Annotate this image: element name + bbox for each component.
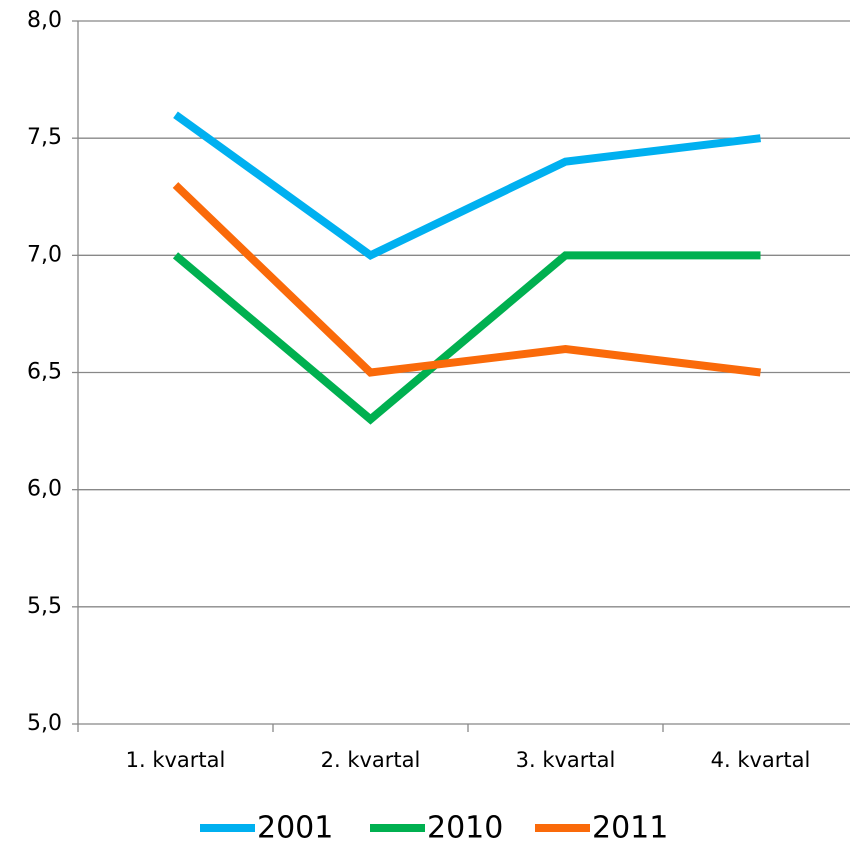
y-tick-label: 5,0: [27, 711, 62, 736]
series-line: [172, 182, 761, 377]
series-line: [173, 111, 761, 260]
x-tick-label: 2. kvartal: [321, 748, 421, 772]
x-tick-label: 3. kvartal: [516, 748, 616, 772]
legend-label: 2011: [592, 811, 668, 841]
legend-label: 2001: [257, 811, 333, 841]
x-tick-label: 4. kvartal: [711, 748, 811, 772]
series-line: [172, 251, 761, 425]
y-tick-label: 7,5: [27, 125, 62, 150]
y-tick-label: 5,5: [27, 594, 62, 619]
x-tick-label: 1. kvartal: [126, 748, 226, 772]
legend-label: 2010: [427, 811, 503, 841]
y-tick-label: 6,5: [27, 360, 62, 385]
y-tick-label: 6,0: [27, 477, 62, 502]
y-tick-label: 8,0: [27, 8, 62, 33]
y-tick-label: 7,0: [27, 242, 62, 267]
